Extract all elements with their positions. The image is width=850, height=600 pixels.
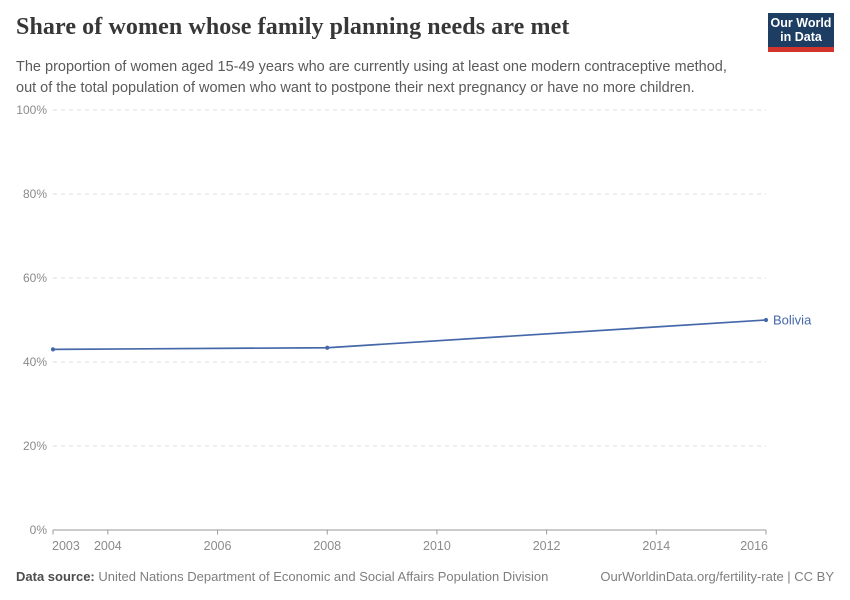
data-point-marker[interactable] [763,317,769,323]
x-tick-label: 2010 [423,539,451,553]
owid-logo-line2: in Data [780,30,822,44]
chart-footer: Data source: United Nations Department o… [16,569,834,584]
page-title: Share of women whose family planning nee… [16,14,570,40]
data-source: Data source: United Nations Department o… [16,569,548,584]
y-tick-label: 100% [16,103,47,117]
chart-subtitle: The proportion of women aged 15-49 years… [16,59,727,96]
x-tick-label: 2016 [740,539,768,553]
series-label-bolivia: Bolivia [773,313,812,328]
y-tick-label: 80% [23,187,47,201]
data-source-label: Data source: [16,569,95,584]
series-line-bolivia[interactable] [52,319,767,351]
data-source-text: United Nations Department of Economic an… [98,569,549,584]
owid-logo-line1: Our World [770,16,832,30]
y-tick-label: 20% [23,439,47,453]
data-point-marker[interactable] [325,345,330,350]
y-tick-label: 60% [23,271,47,285]
owid-logo: Our World in Data [768,13,834,52]
x-tick-label: 2006 [204,539,232,553]
data-point-marker[interactable] [50,347,56,352]
chart-canvas[interactable]: 0% 20% 40% 60% 80% 100% 2003 2004 2006 2008 2010 20… [0,100,850,570]
x-tick-label: 2012 [533,539,561,553]
x-tick-label: 2008 [313,539,341,553]
x-tick-label: 2003 [52,539,80,553]
y-tick-label: 0% [30,523,48,537]
x-tick-label: 2004 [94,539,122,553]
owid-license-link[interactable]: OurWorldinData.org/fertility-rate | CC B… [600,569,834,584]
x-tick-label: 2014 [642,539,670,553]
y-tick-label: 40% [23,355,47,369]
